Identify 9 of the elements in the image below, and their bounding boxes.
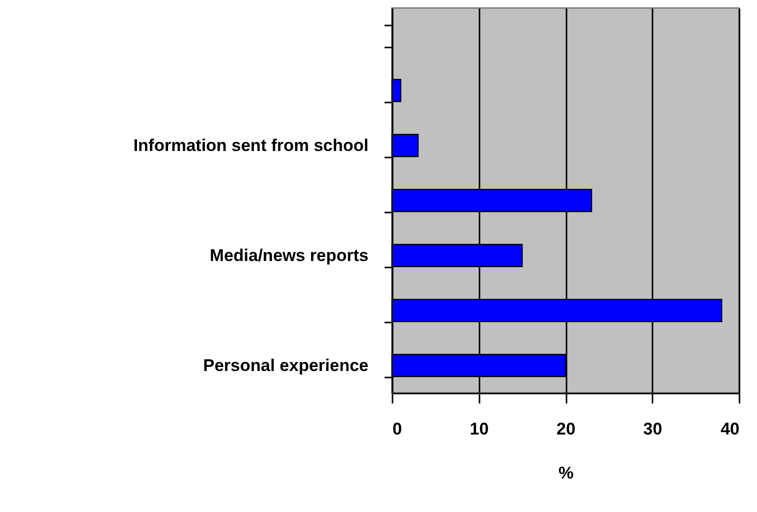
y-tick-label: Information sent from school: [133, 136, 368, 155]
y-tick-label: Media/news reports: [210, 246, 368, 265]
x-tick-label: 40: [720, 420, 740, 438]
x-tick-label: 0: [392, 420, 402, 438]
x-tick-label: 10: [470, 420, 489, 438]
y-tick-label: Personal experience: [203, 356, 368, 375]
x-tick-label: 30: [643, 420, 662, 438]
x-axis-title: %: [558, 464, 574, 482]
x-tick-label: 20: [556, 420, 576, 438]
